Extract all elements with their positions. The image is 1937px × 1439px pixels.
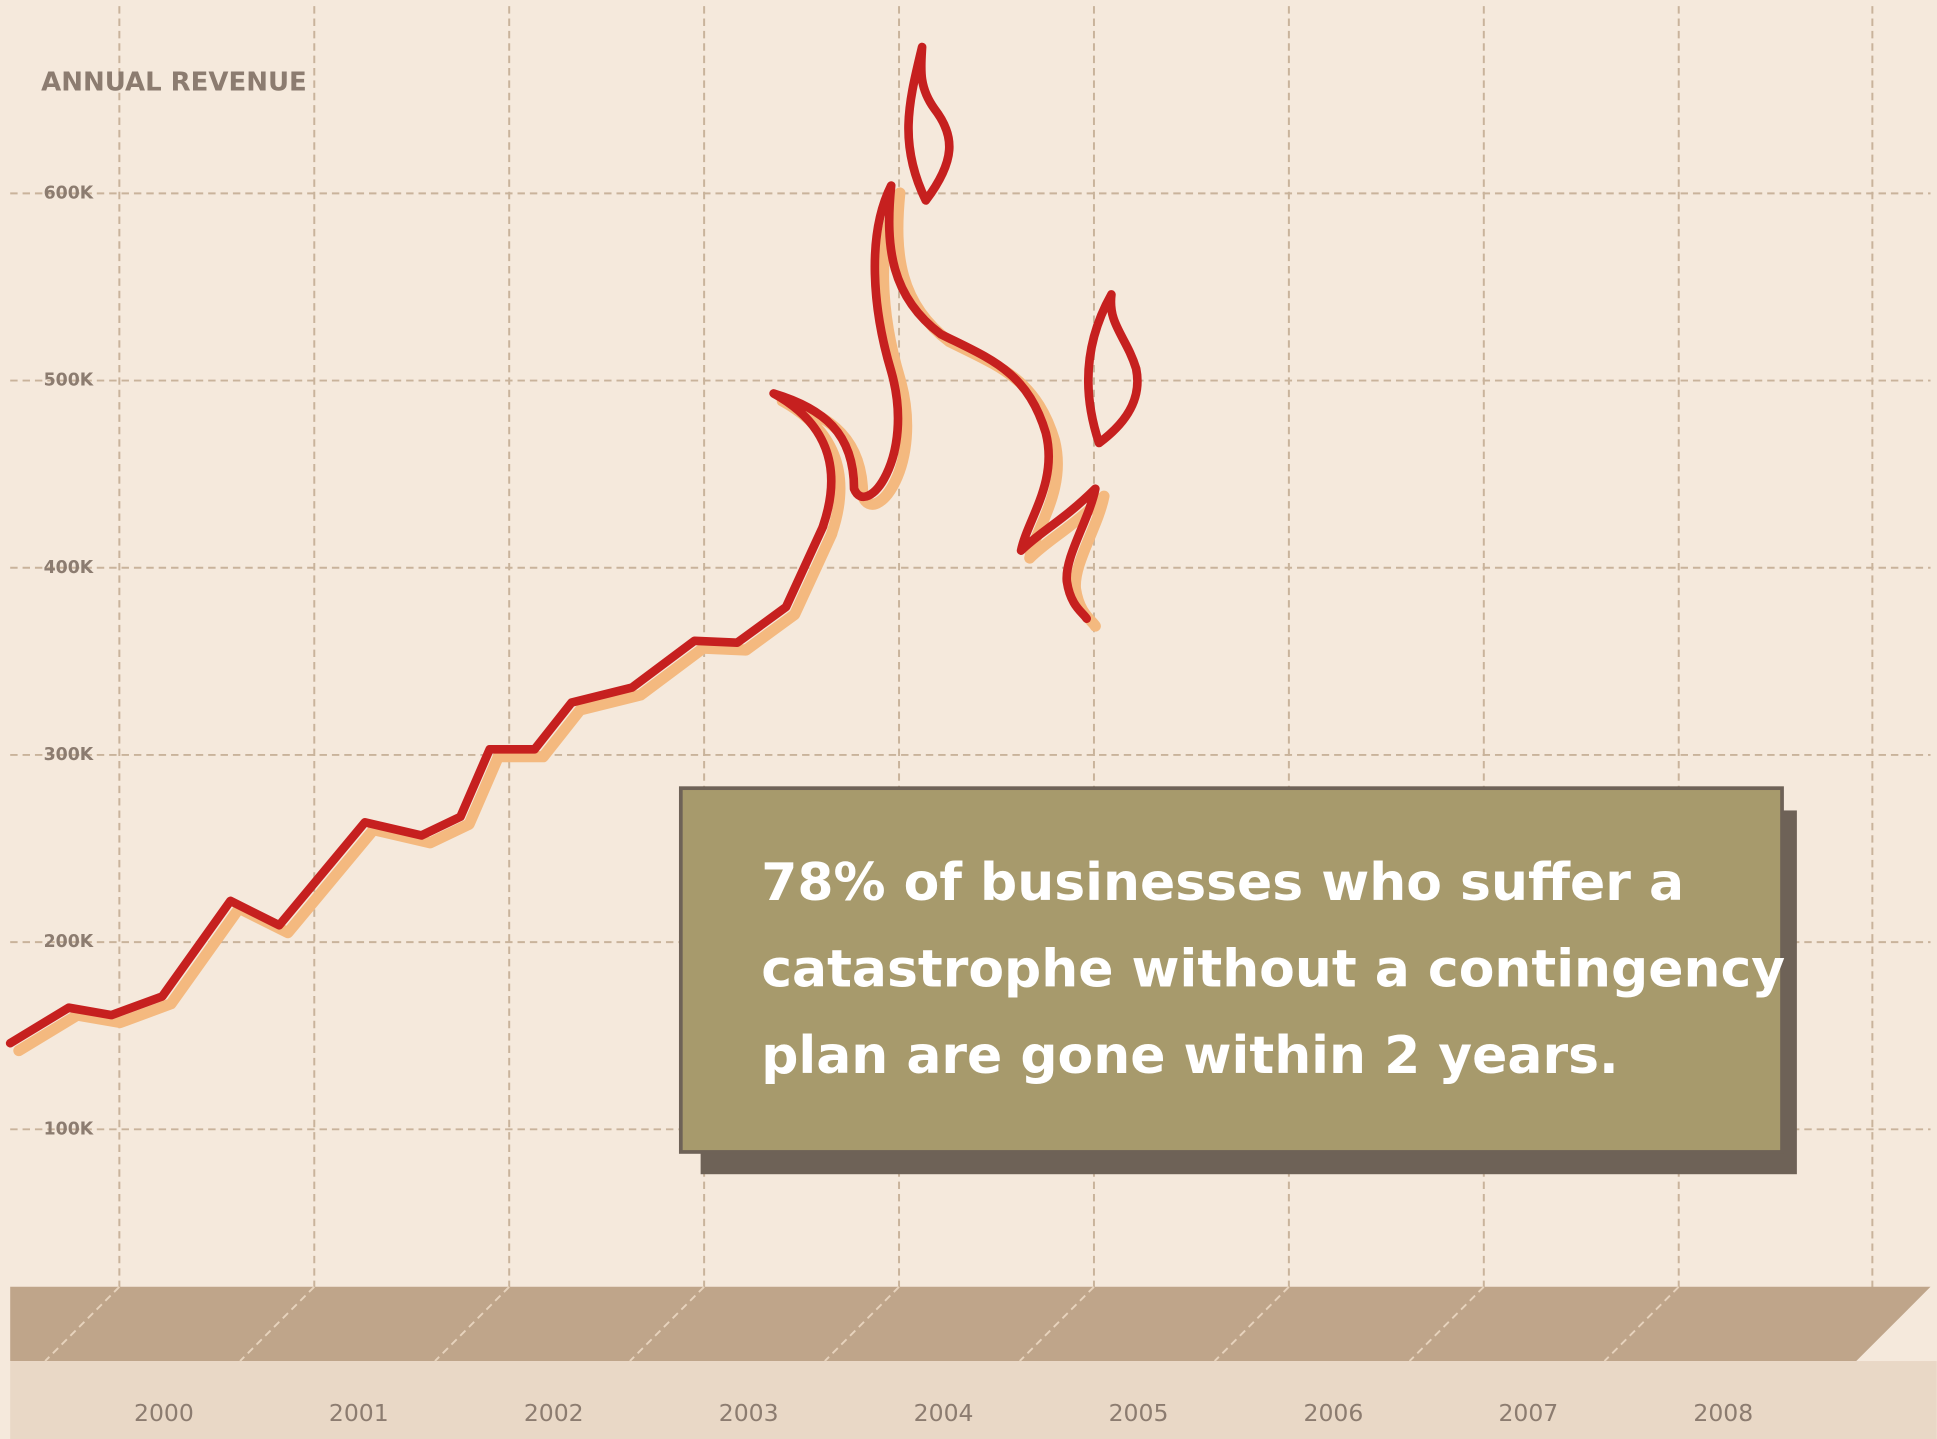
floor-tick [434,1286,510,1362]
line-shadow [13,528,838,1057]
chart-title: ANNUAL REVENUE [41,67,307,97]
flame-outline [769,42,1142,623]
line [5,522,828,1048]
y-tick-label: 200K [44,932,94,952]
annotation-line: plan are gone within 2 years. [761,1026,1619,1086]
x-tick-label: 2007 [1498,1399,1558,1427]
x-tick-label: 2006 [1304,1399,1364,1427]
x-tick-label: 2004 [914,1399,974,1427]
floor-tick [1213,1286,1290,1362]
plot [5,522,838,1057]
box [678,786,1784,1154]
floor-tick [824,1286,900,1362]
grid: 100K 200K 300K 400K 500K 600K [10,6,1931,1293]
x-tick-label: 2003 [719,1399,779,1427]
x-axis: 2000 2001 2002 2003 2004 2005 2006 2007 2008 [44,1286,1753,1427]
y-tick-label: 600K [44,183,94,203]
annotation-box: 78% of businesses who suffer a catastrop… [678,786,1797,1175]
floor-tick [44,1286,121,1362]
flames [769,42,1142,632]
floor-front [10,1361,1937,1439]
y-tick-label: 400K [44,558,94,578]
annotation-line: 78% of businesses who suffer a [761,853,1684,913]
floor-tick [1603,1286,1680,1362]
x-tick-label: 2002 [524,1399,584,1427]
floor-tick [239,1286,315,1362]
x-tick-label: 2000 [134,1399,194,1427]
y-tick-label: 100K [44,1119,94,1139]
x-tick-label: 2008 [1693,1399,1753,1427]
y-tick-label: 300K [44,745,94,765]
floor-tick [1408,1286,1485,1362]
y-tick-label: 500K [44,371,94,391]
floor-tick [1019,1286,1095,1362]
x-tick-label: 2001 [329,1399,389,1427]
annotation-line: catastrophe without a contingency [761,940,1785,1000]
x-tick-label: 2005 [1109,1399,1169,1427]
floor-tick [629,1286,705,1362]
